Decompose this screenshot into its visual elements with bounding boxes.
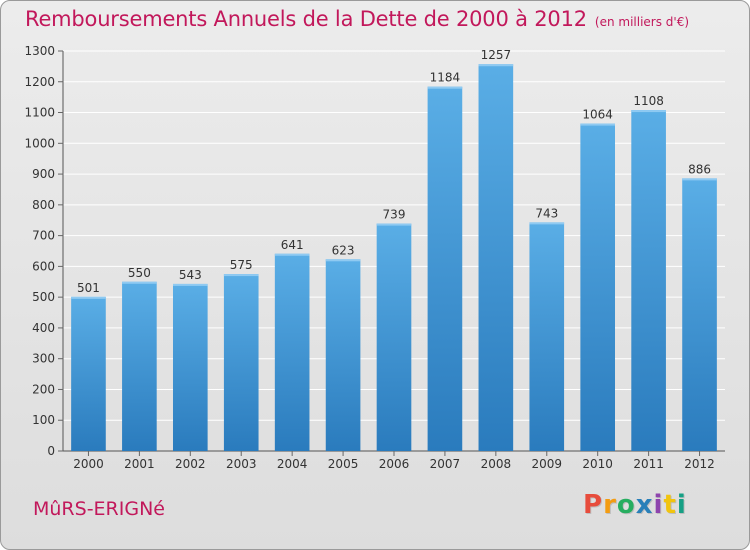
chart-title-text: Remboursements Annuels de la Dette de 20… <box>25 7 587 31</box>
y-tick-label: 500 <box>32 290 55 304</box>
bar-top-highlight <box>427 86 463 89</box>
x-tick-label-2009: 2009 <box>531 457 562 471</box>
chart-unit-text: (en milliers d'€) <box>594 15 690 29</box>
bar-2008 <box>478 64 514 451</box>
x-axis-ticks: 2000 2001 2002 2003 2004 2005 2006 2007 2008 2009… <box>73 451 715 471</box>
x-tick-label-2002: 2002 <box>175 457 206 471</box>
y-tick-label: 0 <box>47 444 55 458</box>
logo-letter: x <box>635 490 654 520</box>
logo-letter: i <box>676 490 687 520</box>
bar-2010 <box>580 123 616 451</box>
x-tick-label-2006: 2006 <box>379 457 410 471</box>
proxiti-logo[interactable]: Proxiti <box>583 490 687 520</box>
bar-2004 <box>274 253 310 451</box>
data-label-2002: 543 <box>179 268 202 282</box>
logo-letter: t <box>663 490 677 520</box>
x-tick-label-2011: 2011 <box>633 457 664 471</box>
bars <box>71 64 717 452</box>
x-tick-label-2004: 2004 <box>277 457 308 471</box>
x-tick-label-2010: 2010 <box>582 457 613 471</box>
bar-2012 <box>682 178 717 451</box>
y-tick-label: 1000 <box>24 136 55 150</box>
chart-title: Remboursements Annuels de la Dette de 20… <box>25 7 689 31</box>
y-tick-label: 1200 <box>24 75 55 89</box>
bar-2006 <box>376 223 412 451</box>
x-tick-label-2003: 2003 <box>226 457 257 471</box>
data-label-2001: 550 <box>128 266 151 280</box>
data-label-2000: 501 <box>77 281 100 295</box>
y-tick-label: 900 <box>32 167 55 181</box>
data-label-2009: 743 <box>535 206 558 220</box>
bar-top-highlight <box>122 281 157 284</box>
x-tick-label-2007: 2007 <box>430 457 461 471</box>
data-label-2007: 1184 <box>430 71 461 85</box>
bar-top-highlight <box>580 123 616 126</box>
logo-letter: r <box>603 490 617 520</box>
y-tick-label: 200 <box>32 382 55 396</box>
bar-top-highlight <box>71 296 106 299</box>
bar-top-highlight <box>172 283 208 286</box>
data-label-2005: 623 <box>332 243 355 257</box>
bar-2009 <box>529 222 565 451</box>
data-label-2010: 1064 <box>582 108 613 122</box>
x-tick-label-2001: 2001 <box>124 457 155 471</box>
bar-top-highlight <box>223 274 259 277</box>
y-tick-label: 400 <box>32 321 55 335</box>
bar-2011 <box>631 110 666 452</box>
x-tick-label-2000: 2000 <box>73 457 104 471</box>
y-tick-label: 300 <box>32 352 55 366</box>
data-label-2012: 886 <box>688 162 711 176</box>
y-tick-label: 800 <box>32 198 55 212</box>
bar-top-highlight <box>631 110 666 113</box>
y-tick-label: 1100 <box>24 106 55 120</box>
bar-2003 <box>223 274 259 451</box>
y-tick-label: 1300 <box>24 44 55 58</box>
bar-top-highlight <box>682 178 717 181</box>
y-tick-label: 700 <box>32 229 55 243</box>
bar-top-highlight <box>376 223 412 226</box>
bar-2005 <box>325 259 361 451</box>
data-label-2003: 575 <box>230 258 253 272</box>
logo-letter: o <box>616 490 636 520</box>
logo-letter: P <box>583 490 604 520</box>
x-tick-label-2012: 2012 <box>684 457 715 471</box>
bar-2000 <box>71 296 106 451</box>
data-label-2011: 1108 <box>633 94 664 108</box>
data-label-2008: 1257 <box>481 48 512 62</box>
data-label-2006: 739 <box>383 208 406 222</box>
data-labels: 501 550 543 575 641 623 739 1184 1257 743 1064 1108… <box>77 48 711 295</box>
bar-2002 <box>172 283 208 451</box>
bar-2001 <box>122 281 157 451</box>
bar-top-highlight <box>478 64 514 67</box>
bar-top-highlight <box>529 222 565 225</box>
bar-top-highlight <box>325 259 361 262</box>
bar-2007 <box>427 86 463 451</box>
data-label-2004: 641 <box>281 238 304 252</box>
logo-letter: i <box>653 490 664 520</box>
x-tick-label-2005: 2005 <box>328 457 359 471</box>
y-tick-label: 100 <box>32 413 55 427</box>
commune-name: MûRS-ERIGNé <box>33 498 165 520</box>
y-tick-label: 600 <box>32 259 55 273</box>
y-axis-ticks: 0 100 200 300 400 500 600 700 800 900 1000 1100 1200… <box>24 44 63 458</box>
x-tick-label-2008: 2008 <box>481 457 512 471</box>
bar-top-highlight <box>274 253 310 256</box>
